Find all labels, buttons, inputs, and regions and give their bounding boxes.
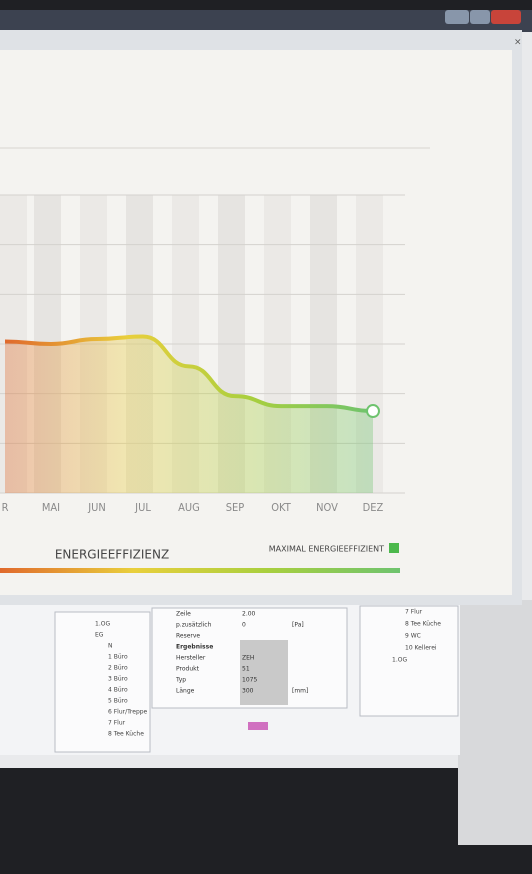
room-item: 8 Tee Küche [405, 621, 441, 628]
tree-item: 3 Büro [108, 676, 128, 683]
end-point [366, 404, 380, 419]
line [4, 334, 374, 414]
table-cell: 1075 [242, 677, 257, 684]
tree-item: 1 Büro [108, 654, 128, 661]
close-button[interactable] [491, 10, 521, 24]
x-tick-label: R [2, 501, 9, 514]
x-tick-label: JUN [87, 501, 106, 514]
table-shade [240, 640, 288, 705]
table-cell: [Pa] [292, 622, 304, 629]
x-tick-label: DEZ [363, 501, 384, 514]
background-texts: 1.OG EG N 1 Büro 2 Büro 3 Büro 4 Büro 5 Büro 6 F… [95, 609, 441, 738]
tree-item: 2 Büro [108, 665, 128, 672]
chart: R MAI JUN JUL AUG SEP OKT NOV DEZ ENERGIEEFFIZIEN… [0, 194, 405, 573]
marker [248, 722, 268, 730]
window-content [0, 50, 512, 595]
area-fill [5, 336, 373, 493]
right-panel [359, 605, 459, 717]
room-item: 10 Kellerei [405, 645, 437, 652]
table-cell: Hersteller [176, 655, 206, 662]
minimize-button[interactable] [445, 10, 469, 24]
table-cell: Reserve [176, 633, 200, 640]
efficiency-bar [0, 568, 400, 573]
room-item: 1.OG [392, 657, 407, 664]
tree-item: 5 Büro [108, 698, 128, 705]
x-tick-label: OKT [271, 501, 291, 514]
legend-swatch [389, 543, 399, 553]
close-x[interactable]: × [514, 38, 522, 48]
side-panel [458, 600, 532, 845]
legend-label: MAXIMAL ENERGIEEFFIZIENT [269, 545, 384, 554]
tree-item: 6 Flur/Treppe [108, 709, 148, 716]
table-cell: Produkt [176, 666, 200, 673]
table-cell: ZEH [242, 655, 254, 662]
table-cell: 51 [242, 666, 250, 673]
tree-item: 8 Tee Küche [108, 731, 144, 738]
tree-item: 1.OG [95, 621, 110, 628]
table-cell: Zeile [176, 611, 191, 618]
tree-item: 7 Flur [108, 720, 126, 727]
x-axis-label: ENERGIEEFFIZIENZ [55, 548, 169, 562]
x-tick-label: AUG [178, 501, 200, 514]
x-tick-label: NOV [316, 501, 338, 514]
x-tick-label: JUL [134, 501, 151, 514]
x-tick-label: SEP [226, 501, 245, 514]
tree-item: N [108, 643, 113, 650]
table-cell: p.zusätzlich [176, 622, 212, 629]
room-item: 7 Flur [405, 609, 423, 616]
table-cell: [mm] [292, 688, 308, 695]
room-item: 9 WC [405, 633, 421, 640]
table-cell: Länge [176, 688, 195, 695]
table-cell: 0 [242, 622, 246, 629]
title-bar [0, 10, 532, 32]
tree-panel [54, 611, 151, 753]
table-cell: Typ [175, 677, 186, 684]
table-cell: 2.00 [242, 611, 256, 618]
table-cell: 300 [242, 688, 254, 695]
table-cell: Ergebnisse [176, 644, 213, 651]
maximize-button[interactable] [470, 10, 490, 24]
x-tick-label: MAI [42, 501, 60, 514]
tree-item: EG [95, 632, 104, 639]
tree-item: 4 Büro [108, 687, 128, 694]
